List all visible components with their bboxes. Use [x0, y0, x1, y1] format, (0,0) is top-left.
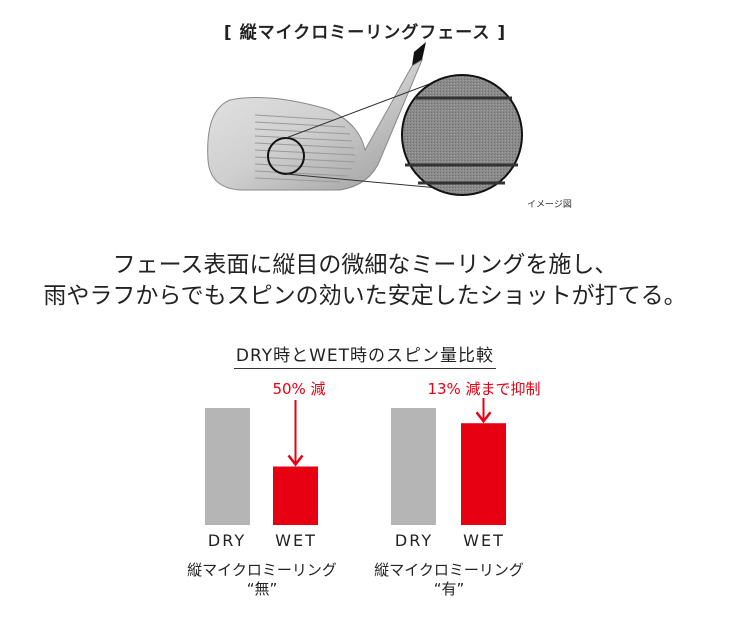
bar-wet-1 [273, 466, 318, 525]
group-caption-1: 縦マイクロミーリング “無” [187, 561, 337, 598]
zoom-line [285, 79, 441, 139]
tick-label-wet-1: WET [275, 531, 317, 550]
face-grooves [254, 114, 356, 183]
tick-label-dry-1: DRY [207, 531, 247, 550]
wedge-illustration [207, 42, 523, 196]
bar-wet-2 [461, 423, 506, 525]
lead-line-1: フェース表面に縦目の微細なミーリングを施し、 [112, 252, 618, 278]
shaft [412, 42, 426, 66]
closeup-grooves [405, 96, 518, 185]
tick-label-wet-2: WET [463, 531, 505, 550]
bar-chart [205, 398, 506, 525]
image-note: イメージ図 [527, 200, 572, 210]
face-closeup [401, 74, 523, 196]
arrow-down-icon-1 [287, 454, 304, 467]
annotation-group-2: 13% 減まで抑制 [427, 380, 541, 398]
chart-title: DRY時とWET時のスピン量比較 [0, 341, 730, 369]
group-caption-2: 縦マイクロミーリング “有” [374, 561, 524, 598]
lead-line-2: 雨やラフからでもスピンの効いた安定したショットが打てる。 [43, 283, 687, 309]
bar-dry-2 [391, 408, 436, 525]
annotation-group-1: 50% 減 [272, 380, 326, 398]
arrow-down-icon-2 [475, 411, 492, 424]
page-title: [ 縦マイクロミーリングフェース ] [223, 23, 507, 43]
lead-text: フェース表面に縦目の微細なミーリングを施し、 雨やラフからでもスピンの効いた安定… [0, 250, 730, 312]
tick-label-dry-2: DRY [394, 531, 434, 550]
bar-dry-1 [205, 408, 250, 525]
